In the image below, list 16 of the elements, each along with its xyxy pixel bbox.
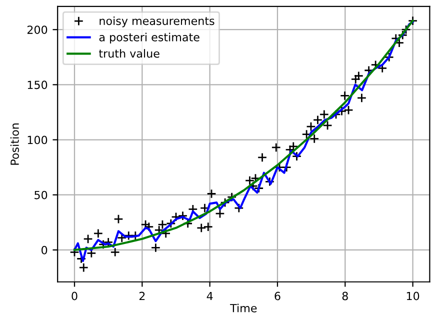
legend-label: a posteri estimate (99, 32, 200, 44)
legend-label: truth value (99, 49, 160, 58)
x-axis-title: Time (230, 304, 257, 312)
x-tick-label: 8 (342, 292, 348, 300)
y-tick-label: 100 (28, 136, 48, 144)
x-tick-label: 10 (406, 292, 420, 300)
x-tick-label: 6 (274, 292, 280, 300)
legend-label: noisy measurements (100, 16, 214, 28)
y-axis-title: Position (10, 123, 19, 165)
y-tick-label: 0 (42, 246, 48, 254)
x-tick-label: 0 (72, 292, 78, 300)
x-tick-label: 4 (206, 292, 213, 300)
x-tick-label: 2 (139, 292, 145, 300)
y-tick-label: 50 (34, 190, 48, 200)
y-tick-label: 150 (28, 80, 48, 90)
y-tick-label: 200 (27, 26, 48, 34)
